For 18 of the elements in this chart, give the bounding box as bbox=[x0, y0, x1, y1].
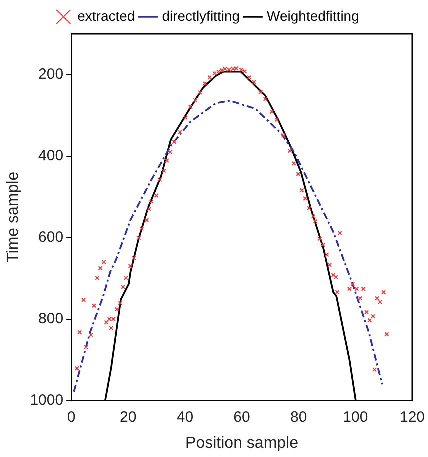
x-tick-label: 60 bbox=[234, 408, 250, 426]
y-axis-title: Time sample bbox=[5, 172, 22, 263]
legend-label: directlyfitting bbox=[162, 8, 240, 24]
y-tick-label: 800 bbox=[38, 310, 64, 328]
x-tick-label: 100 bbox=[343, 408, 368, 426]
y-tick-label: 1000 bbox=[30, 392, 64, 409]
x-axis-title: Position sample bbox=[186, 434, 299, 452]
x-tick-label: 80 bbox=[290, 408, 308, 426]
legend-label: Weightedfitting bbox=[267, 8, 360, 24]
y-tick-label: 400 bbox=[38, 147, 64, 164]
x-tick-label: 40 bbox=[176, 408, 194, 426]
x-tick-label: 120 bbox=[400, 408, 425, 426]
x-tick-label: 20 bbox=[120, 408, 137, 426]
line-series bbox=[73, 100, 384, 393]
y-tick-label: 200 bbox=[38, 66, 64, 83]
legend-label: extracted bbox=[78, 8, 136, 24]
x-tick-label: 0 bbox=[67, 408, 76, 426]
y-tick-label: 600 bbox=[38, 228, 64, 246]
